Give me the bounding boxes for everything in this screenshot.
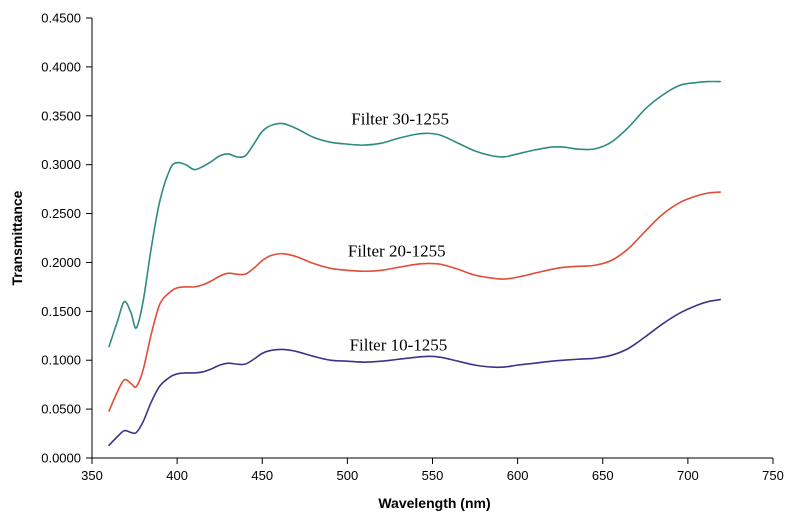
series-label-filter-10-1255: Filter 10-1255: [350, 336, 448, 355]
x-tick-label: 350: [81, 468, 103, 483]
y-tick-label: 0.1000: [41, 353, 81, 368]
x-tick-label: 500: [337, 468, 359, 483]
x-tick-label: 700: [677, 468, 699, 483]
y-tick-label: 0.0000: [41, 451, 81, 466]
series-label-filter-30-1255: Filter 30-1255: [351, 110, 449, 129]
y-tick-label: 0.3500: [41, 108, 81, 123]
series-label-filter-20-1255: Filter 20-1255: [348, 242, 446, 261]
series-line-filter-20-1255: [108, 191, 722, 412]
x-tick-label: 600: [507, 468, 529, 483]
x-tick-label: 450: [251, 468, 273, 483]
y-tick-label: 0.4000: [41, 59, 81, 74]
series-line-filter-30-1255: [108, 80, 722, 348]
x-tick-label: 400: [166, 468, 188, 483]
y-tick-label: 0.0500: [41, 402, 81, 417]
x-tick-label: 750: [762, 468, 784, 483]
y-tick-label: 0.2500: [41, 206, 81, 221]
x-axis-title: Wavelength (nm): [378, 495, 490, 511]
x-tick-label: 650: [592, 468, 614, 483]
y-tick-label: 0.1500: [41, 304, 81, 319]
series-line-filter-10-1255: [108, 298, 722, 447]
y-tick-label: 0.3000: [41, 157, 81, 172]
y-tick-label: 0.4500: [41, 11, 81, 26]
x-tick-label: 550: [422, 468, 444, 483]
y-tick-label: 0.2000: [41, 255, 81, 270]
y-axis-title: Transmittance: [9, 190, 25, 285]
